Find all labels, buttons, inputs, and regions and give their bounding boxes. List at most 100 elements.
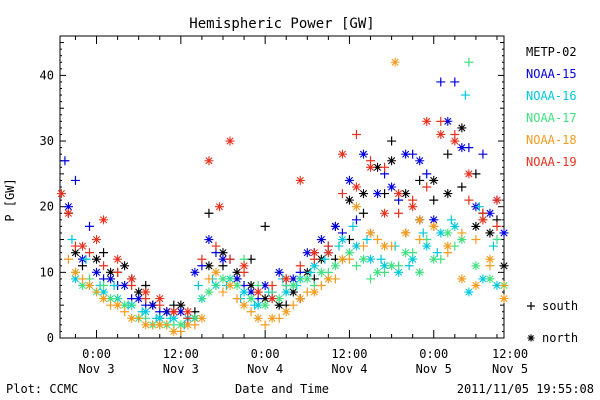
chart-title: Hemispheric Power [GW]	[189, 16, 374, 32]
south-point	[362, 235, 372, 245]
north-point	[288, 287, 298, 297]
north-point	[127, 274, 137, 284]
north-point	[436, 228, 446, 238]
y-tick-label: 40	[40, 68, 54, 82]
south-point	[443, 149, 453, 159]
north-point	[316, 235, 326, 245]
south-point	[211, 280, 221, 290]
north-point	[337, 149, 347, 159]
north-point	[380, 261, 390, 271]
south-point	[457, 182, 467, 192]
north-point	[77, 280, 87, 290]
north-point	[267, 294, 277, 304]
north-point	[394, 267, 404, 277]
north-point	[246, 294, 256, 304]
north-point	[499, 261, 509, 271]
north-point	[253, 313, 263, 323]
south-point	[366, 274, 376, 284]
north-point	[183, 307, 193, 317]
north-point	[214, 202, 224, 212]
north-point	[351, 202, 361, 212]
south-point	[351, 129, 361, 139]
north-point	[253, 287, 263, 297]
north-point	[387, 261, 397, 271]
north-point	[302, 248, 312, 258]
north-point	[492, 195, 502, 205]
x-tick-time-label: 12:00	[331, 347, 367, 361]
x-tick-time-label: 0:00	[419, 347, 448, 361]
north-point	[204, 261, 214, 271]
south-point	[488, 241, 498, 251]
south-point	[77, 274, 87, 284]
x-tick-time-label: 12:00	[492, 347, 528, 361]
north-point	[464, 169, 474, 179]
north-point	[267, 313, 277, 323]
north-point	[499, 294, 509, 304]
north-point	[169, 307, 179, 317]
north-point	[204, 235, 214, 245]
south-point	[351, 261, 361, 271]
north-point	[113, 300, 123, 310]
x-tick-date-label: Nov 4	[331, 362, 367, 376]
north-point	[309, 261, 319, 271]
symbol-legend-marker	[527, 334, 535, 342]
south-point	[478, 149, 488, 159]
south-point	[358, 208, 368, 218]
north-point	[408, 202, 418, 212]
north-point	[106, 267, 116, 277]
north-point	[274, 300, 284, 310]
south-point	[450, 77, 460, 87]
south-point	[246, 307, 256, 317]
south-point	[422, 169, 432, 179]
legend: METP-02 NOAA-15 NOAA-16 NOAA-17 NOAA-18 NOAA-…	[526, 45, 577, 169]
north-point	[260, 280, 270, 290]
north-point	[106, 274, 116, 284]
north-point	[232, 267, 242, 277]
north-point	[422, 241, 432, 251]
south-point	[418, 228, 428, 238]
north-point	[169, 326, 179, 336]
north-point	[239, 300, 249, 310]
south-point	[387, 136, 397, 146]
series-noaa-19	[56, 116, 502, 323]
north-point	[380, 208, 390, 218]
north-point	[394, 189, 404, 199]
south-point	[471, 235, 481, 245]
x-tick-time-label: 0:00	[82, 347, 111, 361]
north-point	[127, 313, 137, 323]
north-point	[92, 235, 102, 245]
north-point	[309, 287, 319, 297]
north-point	[120, 261, 130, 271]
north-point	[225, 136, 235, 146]
north-point	[485, 208, 495, 218]
north-point	[373, 162, 383, 172]
south-point	[85, 221, 95, 231]
north-point	[415, 156, 425, 166]
south-point	[348, 221, 358, 231]
south-point	[67, 235, 77, 245]
north-point	[309, 248, 319, 258]
north-point	[92, 254, 102, 264]
north-point	[485, 254, 495, 264]
south-point	[492, 235, 502, 245]
north-point	[63, 208, 73, 218]
north-point	[415, 215, 425, 225]
footer-timestamp: 2011/11/05 19:55:08	[457, 382, 594, 396]
south-point	[60, 156, 70, 166]
x-tick-time-label: 12:00	[163, 347, 199, 361]
north-point	[99, 294, 109, 304]
south-point	[288, 300, 298, 310]
north-point	[450, 221, 460, 231]
footer-source: Plot: CCMC	[6, 382, 78, 396]
south-point	[460, 90, 470, 100]
north-point	[99, 215, 109, 225]
north-point	[436, 129, 446, 139]
data-points	[56, 57, 509, 336]
north-point	[274, 267, 284, 277]
x-axis-label: Date and Time	[235, 382, 329, 396]
north-point	[429, 215, 439, 225]
symbol-legend-marker	[527, 302, 535, 310]
south-point	[99, 248, 109, 258]
north-point	[390, 57, 400, 67]
